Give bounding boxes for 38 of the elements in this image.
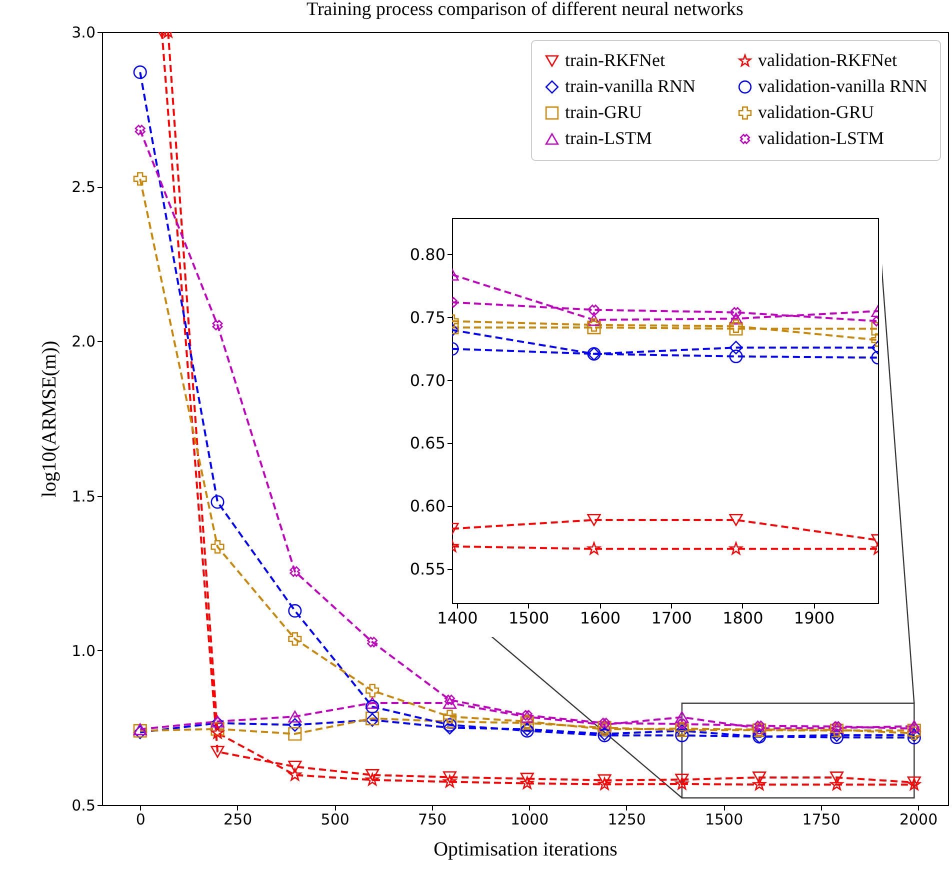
x-tick-label: 1750 (802, 810, 840, 828)
x-axis-title: Optimisation iterations (434, 838, 618, 860)
y-tick-label: 0.55 (410, 560, 446, 579)
x-tick-label: 1700 (651, 608, 692, 628)
y-tick-label: 0.75 (410, 308, 446, 327)
x-tick-label: 750 (418, 810, 447, 828)
x-tick-label: 250 (224, 810, 252, 828)
legend-label: train-LSTM (565, 128, 652, 148)
y-tick-label: 1.5 (72, 487, 96, 506)
y-tick-label: 0.60 (410, 496, 446, 516)
x-tick-label: 2000 (899, 810, 938, 828)
y-tick-label: 0.5 (72, 796, 96, 814)
legend-label: train-vanilla RNN (565, 76, 696, 96)
y-tick-label: 2.0 (72, 332, 96, 351)
x-tick-label: 1400 (437, 608, 478, 628)
y-tick-label: 0.80 (410, 244, 446, 264)
x-tick-label: 0 (136, 810, 146, 828)
x-tick-label: 1600 (580, 608, 621, 628)
y-tick-label: 1.0 (72, 642, 96, 660)
x-tick-label: 500 (320, 810, 350, 828)
y-tick-label: 2.5 (72, 178, 96, 196)
chart-title: Training process comparison of different neural networks (306, 0, 744, 20)
x-tick-label: 1500 (508, 608, 550, 628)
legend-label: validation-vanilla RNN (758, 76, 928, 96)
x-tick-label: 1800 (722, 608, 764, 628)
y-axis-title: log10(ARMSE(m)) (38, 340, 61, 498)
x-tick-label: 1900 (794, 608, 835, 628)
x-tick-label: 1000 (510, 810, 549, 828)
legend-label: validation-RKFNet (758, 50, 897, 70)
x-tick-label: 1500 (704, 810, 744, 828)
legend-label: train-RKFNet (565, 50, 665, 70)
x-tick-label: 1250 (608, 810, 646, 828)
legend-label: validation-GRU (758, 102, 874, 122)
y-tick-label: 0.70 (410, 370, 446, 390)
y-tick-label: 3.0 (72, 24, 96, 42)
y-tick-label: 0.65 (410, 434, 446, 453)
legend-label: validation-LSTM (758, 128, 884, 148)
legend-label: train-GRU (565, 102, 642, 122)
